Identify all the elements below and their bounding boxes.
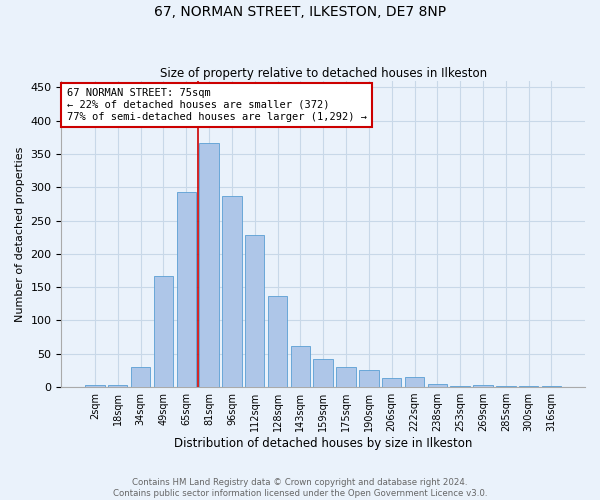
Bar — [382, 378, 401, 387]
Bar — [496, 386, 515, 387]
Text: Contains HM Land Registry data © Crown copyright and database right 2024.
Contai: Contains HM Land Registry data © Crown c… — [113, 478, 487, 498]
Bar — [428, 384, 447, 387]
Bar — [519, 386, 538, 387]
Bar — [154, 276, 173, 387]
Bar — [199, 142, 219, 387]
Bar — [542, 386, 561, 387]
Bar — [245, 234, 265, 387]
Bar — [290, 346, 310, 387]
Bar — [222, 196, 242, 387]
Bar — [337, 367, 356, 387]
Bar — [176, 192, 196, 387]
Bar — [451, 386, 470, 387]
Y-axis label: Number of detached properties: Number of detached properties — [15, 146, 25, 322]
Bar — [131, 367, 150, 387]
Text: 67 NORMAN STREET: 75sqm
← 22% of detached houses are smaller (372)
77% of semi-d: 67 NORMAN STREET: 75sqm ← 22% of detache… — [67, 88, 367, 122]
Bar — [108, 385, 127, 387]
Bar — [359, 370, 379, 387]
Bar — [85, 385, 104, 387]
Bar — [405, 377, 424, 387]
Title: Size of property relative to detached houses in Ilkeston: Size of property relative to detached ho… — [160, 66, 487, 80]
Bar — [313, 359, 333, 387]
Bar — [473, 385, 493, 387]
X-axis label: Distribution of detached houses by size in Ilkeston: Distribution of detached houses by size … — [174, 437, 472, 450]
Text: 67, NORMAN STREET, ILKESTON, DE7 8NP: 67, NORMAN STREET, ILKESTON, DE7 8NP — [154, 5, 446, 19]
Bar — [268, 296, 287, 387]
